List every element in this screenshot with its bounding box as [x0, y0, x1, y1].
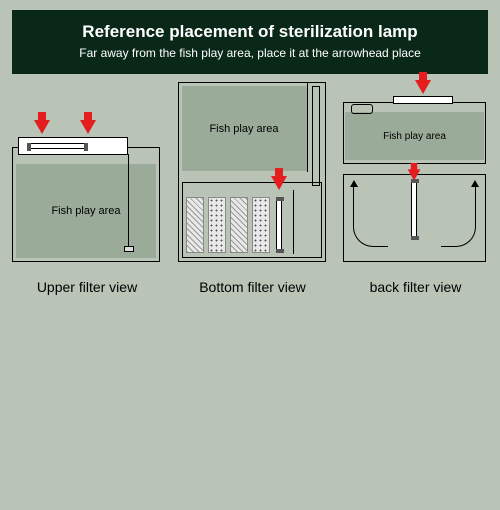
flow-line — [441, 182, 476, 247]
pump-icon — [124, 246, 134, 252]
diagram-back: Fish play area back filter view — [343, 82, 488, 295]
diagrams-row: Fish play area Upper filter view Fish pl… — [0, 74, 500, 295]
caption: Bottom filter view — [199, 279, 306, 295]
arrow-icon — [415, 80, 431, 94]
uv-lamp-icon — [411, 182, 417, 237]
play-area: Fish play area — [345, 112, 484, 160]
play-area: Fish play area — [16, 164, 156, 258]
connector-icon — [351, 104, 373, 114]
diagram-back-box: Fish play area — [343, 82, 488, 277]
flow-arrow-icon — [350, 180, 358, 187]
flow-line — [353, 182, 388, 247]
media-icon — [208, 197, 226, 253]
diagram-bottom-box: Fish play area — [178, 82, 328, 277]
arrow-icon — [408, 169, 421, 180]
intake-slot — [393, 96, 453, 104]
play-area-label: Fish play area — [209, 123, 278, 135]
return-chamber — [293, 190, 317, 254]
header-title: Reference placement of sterilization lam… — [20, 22, 480, 42]
arrow-icon — [34, 120, 50, 134]
diagram-upper: Fish play area Upper filter view — [12, 82, 162, 295]
caption: back filter view — [370, 279, 462, 295]
tube — [128, 154, 129, 249]
diagram-bottom: Fish play area Bottom filter view — [178, 82, 328, 295]
flow-arrow-icon — [471, 180, 479, 187]
arrow-icon — [271, 176, 287, 190]
header-banner: Reference placement of sterilization lam… — [12, 10, 488, 74]
play-area-label: Fish play area — [51, 205, 120, 217]
arrow-icon — [80, 120, 96, 134]
uv-lamp-icon — [276, 200, 282, 250]
diagram-upper-box: Fish play area — [12, 82, 162, 277]
play-area: Fish play area — [182, 86, 307, 171]
media-icon — [252, 197, 270, 253]
uv-lamp-icon — [30, 143, 85, 149]
overflow-tube — [312, 86, 320, 186]
caption: Upper filter view — [37, 279, 137, 295]
divider — [307, 82, 308, 172]
media-icon — [230, 197, 248, 253]
header-subtitle: Far away from the fish play area, place … — [20, 46, 480, 60]
play-area-label: Fish play area — [383, 131, 446, 142]
media-icon — [186, 197, 204, 253]
